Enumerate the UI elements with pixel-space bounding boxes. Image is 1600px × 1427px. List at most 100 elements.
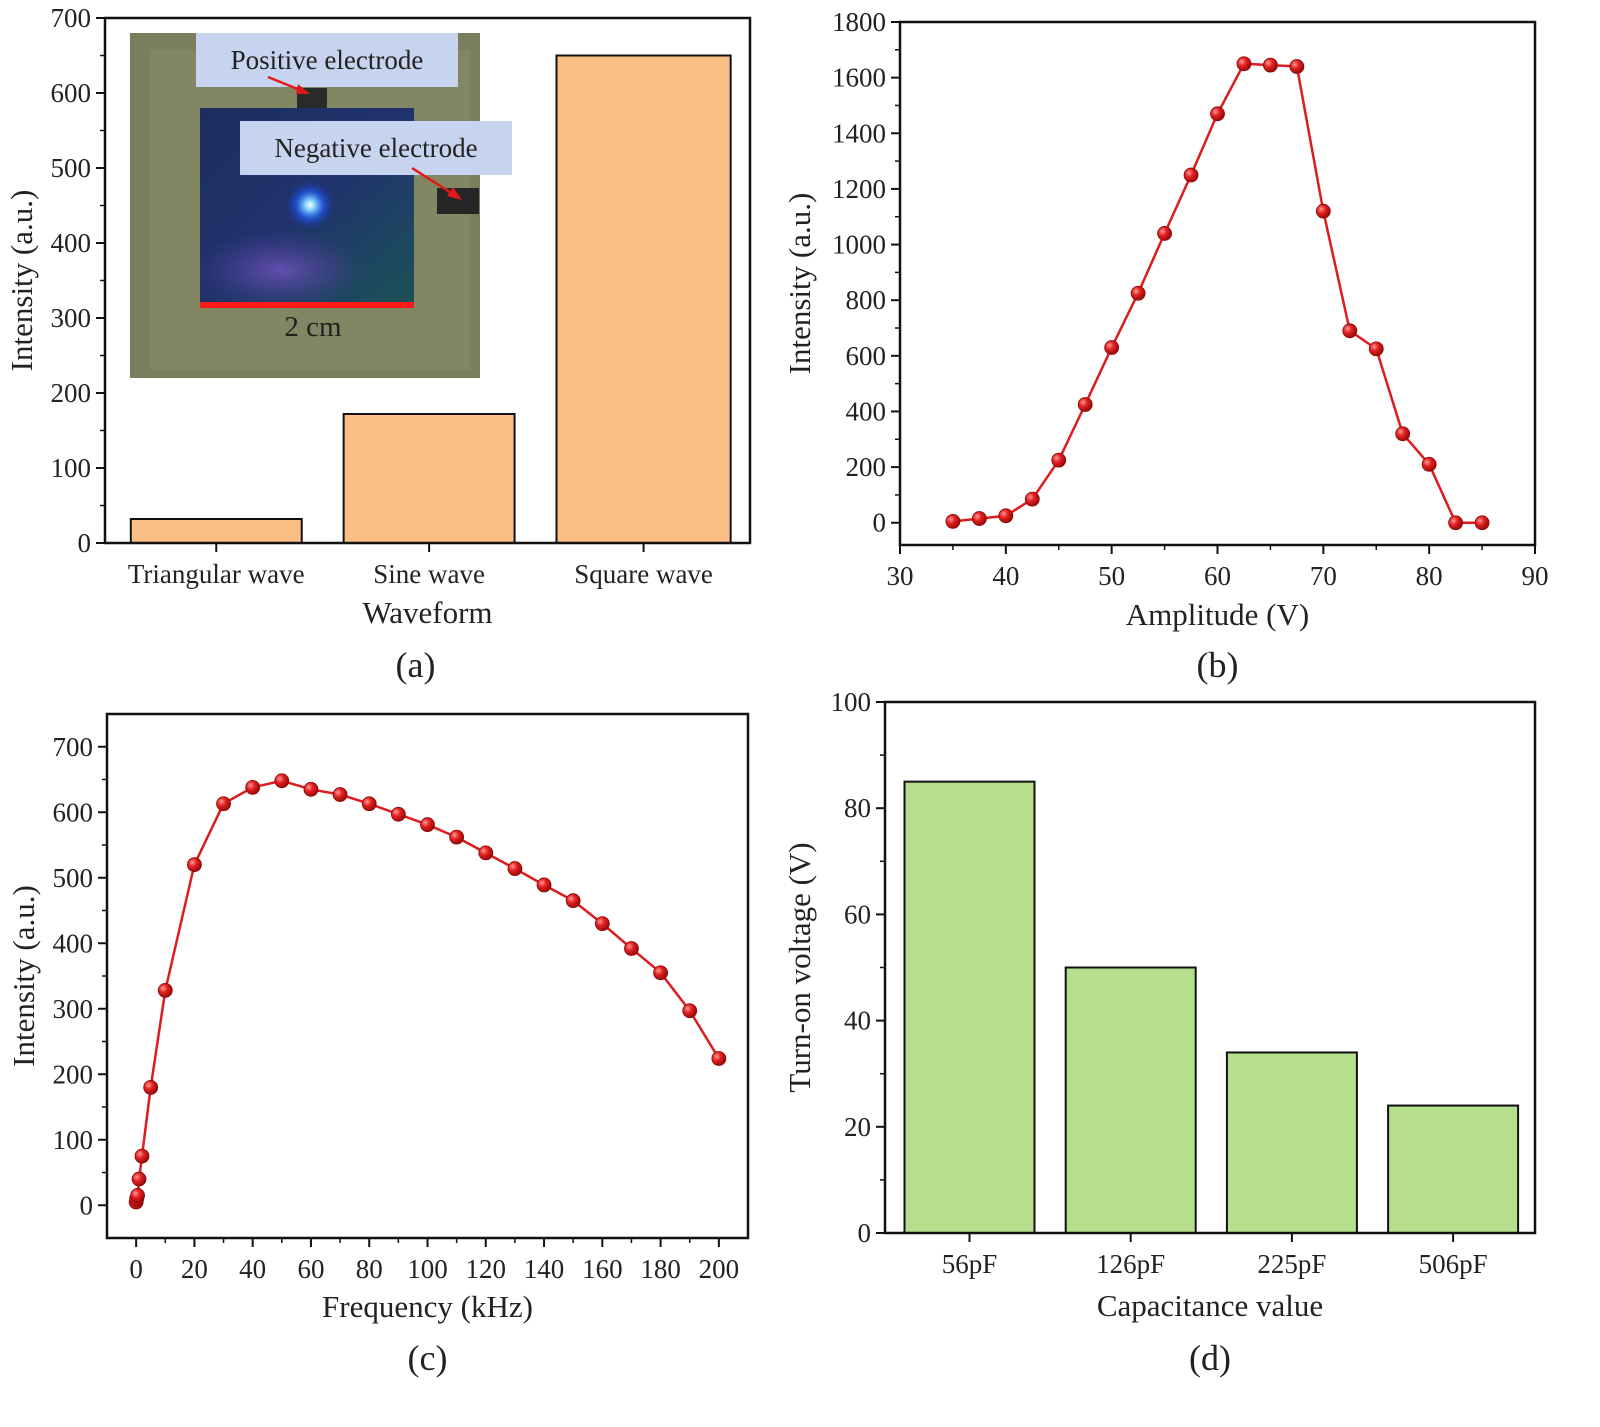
callout-arrow-negative [411, 166, 457, 198]
panel-label: (c) [408, 1338, 448, 1378]
y-tick-label: 1200 [832, 174, 886, 204]
inset-light-spot [284, 179, 336, 231]
data-point [1342, 323, 1358, 339]
y-tick-label: 800 [846, 285, 887, 315]
y-axis-label: Intensity (a.u.) [6, 885, 41, 1067]
data-point [1448, 515, 1464, 531]
x-tick-label: 80 [356, 1254, 383, 1284]
data-point [361, 796, 377, 812]
x-tick-label: Sine wave [373, 559, 485, 589]
y-tick-label: 200 [53, 1059, 94, 1089]
y-tick-label: 80 [844, 793, 871, 823]
data-point [245, 779, 261, 795]
data-point [1051, 452, 1067, 468]
y-tick-label: 0 [78, 528, 92, 558]
y-tick-label: 100 [831, 687, 872, 717]
bar [1064, 966, 1197, 1234]
plot-frame [105, 712, 750, 1240]
bar [1387, 1104, 1520, 1235]
data-point [1183, 167, 1199, 183]
panel-label: (a) [396, 645, 436, 685]
x-tick-label: 140 [524, 1254, 565, 1284]
x-axis-label: Amplitude (V) [1126, 597, 1309, 632]
data-point [390, 806, 406, 822]
data-point [1263, 57, 1278, 73]
data-point [478, 845, 494, 861]
y-tick-label: 0 [80, 1190, 94, 1220]
x-tick-label: Square wave [574, 559, 713, 589]
y-tick-label: 700 [53, 732, 94, 762]
inset-negative-electrode-tab [437, 188, 479, 214]
x-tick-label: 80 [1416, 561, 1443, 591]
data-point [131, 1171, 147, 1187]
callout-negative-electrode: Negative electrode [274, 133, 477, 163]
x-tick-label: 506pF [1419, 1249, 1488, 1279]
y-tick-label: 20 [844, 1112, 871, 1142]
callout-positive-electrode: Positive electrode [231, 45, 424, 75]
chart-panel-d: 56pF 126pF 225pF 506pF 0 20 40 60 80 100 Turn-on v… [782, 687, 1537, 1378]
y-tick-label: 500 [53, 863, 94, 893]
y-tick-label: 0 [873, 508, 887, 538]
data-point [303, 781, 319, 797]
x-tick-label: 70 [1310, 561, 1337, 591]
bar [129, 518, 303, 544]
y-tick-label: 700 [51, 3, 92, 33]
y-axis-label: Turn-on voltage (V) [782, 842, 817, 1092]
data-point [653, 965, 668, 981]
x-tick-label: 30 [887, 561, 914, 591]
data-point [594, 916, 610, 931]
data-point [130, 1188, 145, 1203]
x-tick-label: 50 [1098, 561, 1125, 591]
data-point [332, 787, 348, 802]
data-point [565, 893, 581, 909]
x-tick-label: 126pF [1096, 1249, 1165, 1279]
y-tick-label: 1600 [832, 63, 886, 93]
data-point [1289, 59, 1305, 74]
series-line [952, 62, 1483, 524]
y-tick-label: 600 [53, 797, 94, 827]
data-point [945, 513, 961, 529]
callout-arrowhead-positive [296, 84, 310, 94]
x-tick-label: 90 [1522, 561, 1549, 591]
data-point [1024, 491, 1040, 507]
data-point [1421, 456, 1437, 472]
inset-purple-haze [195, 230, 365, 310]
panel-label: (b) [1197, 645, 1239, 685]
x-axis-label: Capacitance value [1097, 1288, 1323, 1323]
data-point [187, 857, 202, 873]
y-tick-label: 40 [844, 1006, 871, 1036]
bar [903, 780, 1036, 1235]
callout-arrowhead-negative [447, 187, 462, 200]
data-point [1368, 341, 1384, 357]
data-point [536, 877, 552, 893]
x-tick-label: 60 [1204, 561, 1231, 591]
x-tick-label: 20 [181, 1254, 208, 1284]
y-tick-label: 60 [844, 899, 871, 929]
y-axis-label: Intensity (a.u.) [4, 190, 39, 372]
data-point [1104, 340, 1120, 355]
x-tick-label: 40 [992, 561, 1019, 591]
chart-panel-a: Triangular wave Sine wave Square wave 0 100 2… [4, 3, 752, 685]
bar [555, 54, 732, 544]
chart-panel-b: 30 40 50 60 70 80 90 0 200 400 600 800 1000 1200 1400 1… [782, 7, 1549, 685]
x-tick-label: 100 [407, 1254, 448, 1284]
y-tick-label: 100 [53, 1125, 94, 1155]
series-line [134, 779, 720, 1203]
data-point [1130, 285, 1146, 301]
data-point [1210, 106, 1225, 122]
data-point [1315, 203, 1331, 219]
y-tick-label: 600 [51, 78, 92, 108]
data-point [711, 1051, 727, 1066]
x-tick-label: 56pF [942, 1249, 998, 1279]
x-tick-label: 120 [466, 1254, 507, 1284]
y-tick-label: 200 [51, 378, 92, 408]
data-point [971, 511, 987, 526]
scale-bar-label: 2 cm [284, 311, 342, 343]
data-point [1474, 515, 1490, 531]
data-point [157, 983, 173, 998]
data-point [274, 773, 290, 789]
x-axis-label: Frequency (kHz) [322, 1289, 533, 1324]
x-tick-label: 60 [297, 1254, 324, 1284]
y-tick-label: 500 [51, 153, 92, 183]
y-tick-label: 1800 [832, 7, 886, 37]
